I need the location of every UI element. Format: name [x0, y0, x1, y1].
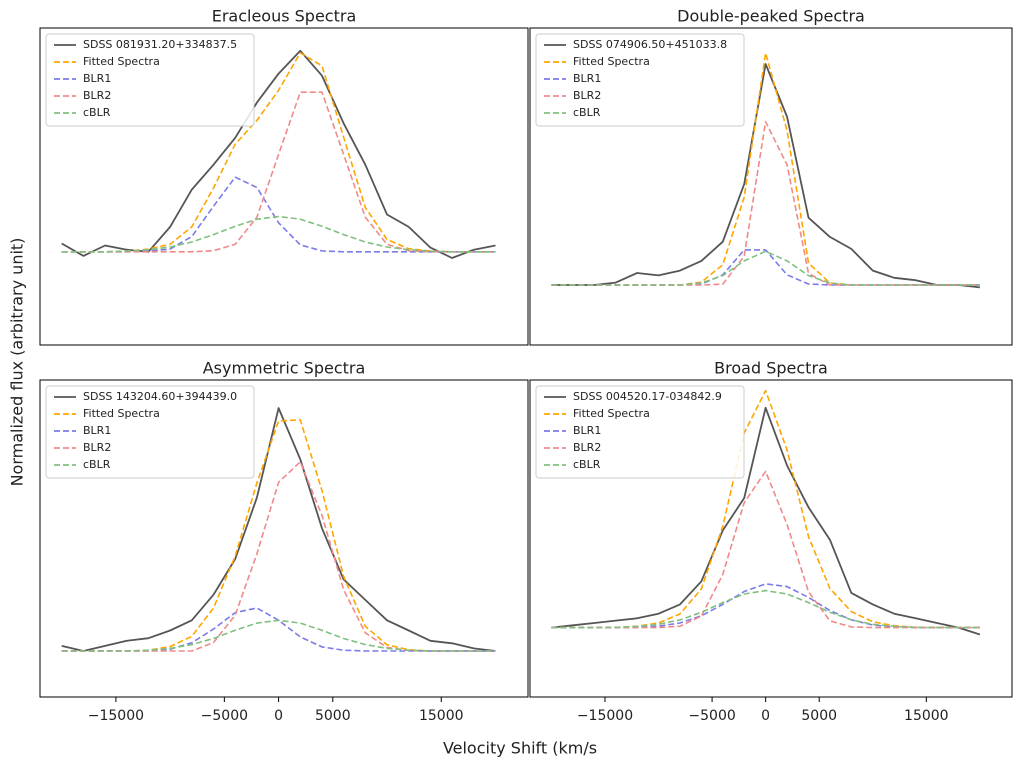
- spectrum-line: [551, 406, 981, 636]
- legend-label: cBLR: [573, 458, 601, 471]
- spectrum-line: [61, 607, 496, 652]
- legend-label: SDSS 004520.17-034842.9: [573, 390, 722, 403]
- x-tick-label: 5000: [801, 708, 837, 724]
- spectrum-line: [551, 250, 980, 286]
- axes-frame: [39, 379, 529, 698]
- legend-label: BLR2: [573, 89, 601, 102]
- x-tick-label: −5000: [201, 708, 248, 724]
- x-tick-label: 0: [761, 708, 770, 724]
- legend-label: SDSS 081931.20+334837.5: [83, 38, 237, 51]
- legend-label: BLR2: [573, 441, 601, 454]
- x-tick-label: −5000: [688, 708, 735, 724]
- panel-title: Asymmetric Spectra: [203, 359, 366, 378]
- axes-frame: [529, 379, 1013, 698]
- spectrum-line: [61, 407, 496, 652]
- panel-title: Eracleous Spectra: [212, 7, 357, 26]
- x-tick-label: 15000: [419, 708, 464, 724]
- legend-box: [535, 385, 745, 479]
- legend-box: [535, 33, 745, 127]
- x-tick-label: −15000: [88, 708, 144, 724]
- legend-label: BLR1: [573, 424, 601, 437]
- plot-area: [551, 52, 980, 289]
- spectrum-line: [61, 619, 496, 652]
- panel-title: Broad Spectra: [714, 359, 828, 378]
- spectrum-line: [61, 176, 496, 253]
- legend-label: BLR1: [83, 424, 111, 437]
- legend-label: cBLR: [83, 458, 111, 471]
- legend-label: BLR2: [83, 89, 111, 102]
- legend-box: [45, 33, 255, 127]
- legend: SDSS 074906.50+451033.8 Fitted Spectra BLR…: [535, 33, 745, 127]
- legend-label: Fitted Spectra: [83, 55, 160, 68]
- legend-label: Fitted Spectra: [573, 55, 650, 68]
- legend-label: SDSS 143204.60+394439.0: [83, 390, 237, 403]
- spectrum-line: [551, 389, 980, 629]
- spectrum-line: [551, 589, 980, 629]
- axes-frame: [39, 27, 529, 346]
- plot-area: [61, 407, 496, 652]
- spectrum-line: [61, 215, 496, 253]
- legend: SDSS 081931.20+334837.5 Fitted Spectra BLR…: [45, 33, 255, 127]
- legend-label: SDSS 074906.50+451033.8: [573, 38, 727, 51]
- legend: SDSS 143204.60+394439.0 Fitted Spectra BLR…: [45, 385, 255, 479]
- legend-label: Fitted Spectra: [573, 407, 650, 420]
- plot-area: [61, 49, 496, 259]
- legend-label: BLR1: [573, 72, 601, 85]
- spectrum-line: [61, 461, 496, 652]
- x-tick-label: −15000: [577, 708, 633, 724]
- panel-title: Double-peaked Spectra: [677, 7, 865, 26]
- legend-label: BLR1: [83, 72, 111, 85]
- spectrum-line: [551, 120, 980, 286]
- spectrum-line: [551, 470, 980, 629]
- legend: SDSS 004520.17-034842.9 Fitted Spectra BLR…: [535, 385, 745, 479]
- legend-box: [45, 385, 255, 479]
- legend-label: cBLR: [83, 106, 111, 119]
- legend-label: BLR2: [83, 441, 111, 454]
- x-tick-label: 5000: [315, 708, 351, 724]
- legend-label: Fitted Spectra: [83, 407, 160, 420]
- plot-area: [551, 389, 981, 636]
- x-axis-label: Velocity Shift (km/s: [443, 739, 597, 758]
- spectrum-line: [551, 63, 980, 289]
- x-tick-label: 0: [274, 708, 283, 724]
- x-tick-label: 15000: [904, 708, 949, 724]
- axes-frame: [529, 27, 1013, 346]
- y-axis-label: Normalized flux (arbitrary unit): [8, 238, 27, 487]
- legend-label: cBLR: [573, 106, 601, 119]
